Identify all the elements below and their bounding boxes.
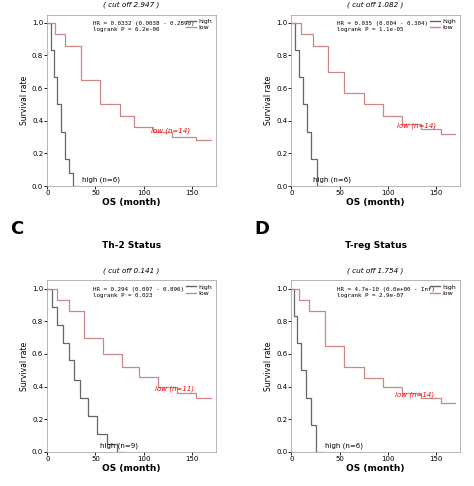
Legend: high, low: high, low bbox=[186, 17, 213, 31]
Legend: high, low: high, low bbox=[186, 283, 213, 297]
Text: D: D bbox=[255, 220, 269, 238]
Text: low (n=11): low (n=11) bbox=[155, 385, 194, 392]
Text: HR = 4.7e-10 (0.0e+00 - Inf)
logrank P = 2.9e-07: HR = 4.7e-10 (0.0e+00 - Inf) logrank P =… bbox=[337, 287, 435, 298]
Text: C: C bbox=[10, 220, 24, 238]
Text: HR = 0.294 (0.097 - 0.896)
logrank P = 0.023: HR = 0.294 (0.097 - 0.896) logrank P = 0… bbox=[93, 287, 184, 298]
Text: high (n=6): high (n=6) bbox=[82, 176, 120, 183]
Legend: high, low: high, low bbox=[430, 283, 456, 297]
Text: ( cut off 0.141 ): ( cut off 0.141 ) bbox=[103, 267, 160, 274]
Text: ( cut off 1.754 ): ( cut off 1.754 ) bbox=[347, 267, 404, 274]
X-axis label: OS (month): OS (month) bbox=[346, 198, 405, 207]
Y-axis label: Survival rate: Survival rate bbox=[264, 76, 273, 125]
Text: high (n=6): high (n=6) bbox=[313, 176, 351, 183]
Text: ( cut off 2.947 ): ( cut off 2.947 ) bbox=[103, 1, 160, 8]
Text: high (n=9): high (n=9) bbox=[100, 442, 138, 449]
Text: T-reg Status: T-reg Status bbox=[345, 241, 407, 250]
Text: low (n=14): low (n=14) bbox=[395, 392, 435, 398]
Text: low (n=14): low (n=14) bbox=[151, 127, 191, 134]
Text: ( cut off 1.082 ): ( cut off 1.082 ) bbox=[347, 1, 404, 8]
X-axis label: OS (month): OS (month) bbox=[102, 198, 161, 207]
X-axis label: OS (month): OS (month) bbox=[102, 464, 161, 472]
Text: Th-2 Status: Th-2 Status bbox=[102, 241, 161, 250]
Text: high (n=6): high (n=6) bbox=[325, 442, 363, 449]
Legend: high, low: high, low bbox=[430, 17, 456, 31]
Y-axis label: Survival rate: Survival rate bbox=[20, 342, 29, 391]
Text: HR = 0.035 (0.004 - 0.304)
logrank P = 1.1e-05: HR = 0.035 (0.004 - 0.304) logrank P = 1… bbox=[337, 21, 428, 32]
X-axis label: OS (month): OS (month) bbox=[346, 464, 405, 472]
Text: HR = 0.0332 (0.0038 - 0.2890)
logrank P = 6.2e-06: HR = 0.0332 (0.0038 - 0.2890) logrank P … bbox=[93, 21, 194, 32]
Text: low (n=14): low (n=14) bbox=[397, 122, 437, 129]
Y-axis label: Survival rate: Survival rate bbox=[264, 342, 273, 391]
Y-axis label: Survival rate: Survival rate bbox=[20, 76, 29, 125]
